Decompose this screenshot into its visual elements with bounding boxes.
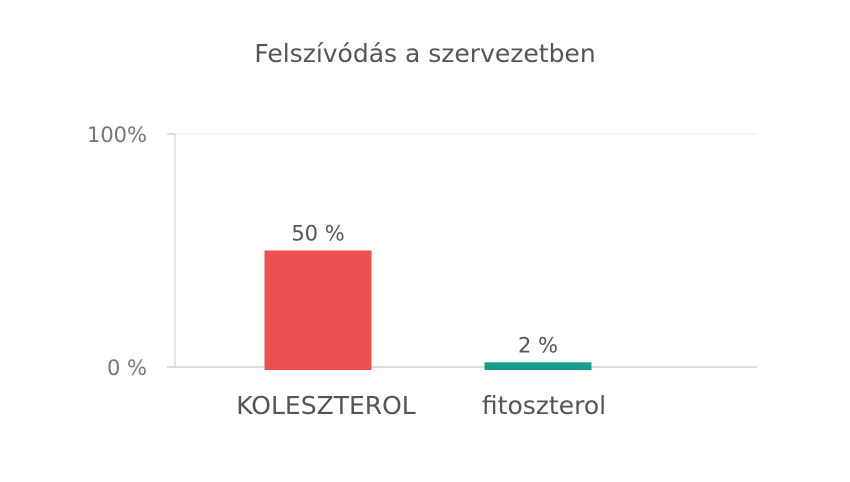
category-label: KOLESZTEROL [236, 391, 416, 420]
chart-title: Felszívódás a szervezetben [254, 39, 595, 68]
y-tick-label: 100% [87, 123, 147, 147]
y-tick-label: 0 % [107, 356, 147, 380]
value-label: 2 % [518, 333, 558, 357]
bar-fitoszterol [484, 362, 592, 370]
category-label: fitoszterol [482, 391, 606, 420]
data-labels: 50 % KOLESZTEROL 2 % fitoszterol [236, 222, 606, 421]
value-label: 50 % [291, 222, 344, 246]
bar-koleszterol [264, 250, 372, 370]
axes: 0 % 100% [87, 123, 757, 380]
bars [264, 250, 592, 370]
